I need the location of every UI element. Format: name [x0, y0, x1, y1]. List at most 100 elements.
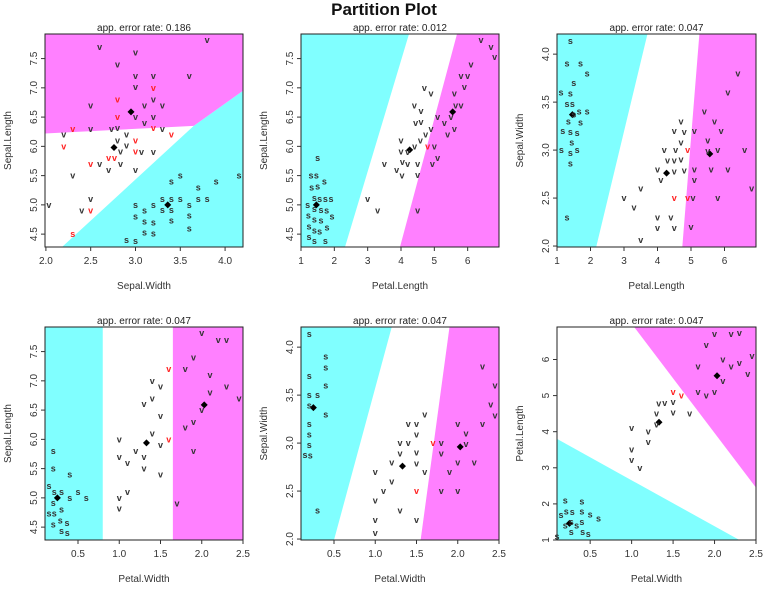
data-point: v	[199, 405, 204, 415]
data-point: s	[579, 507, 584, 517]
x-tick-label: 1.5	[154, 549, 168, 560]
data-point: s	[312, 225, 317, 235]
y-tick-label: 5.5	[285, 168, 296, 182]
data-point: v	[488, 400, 493, 410]
class-mean-marker	[53, 494, 61, 502]
data-point: v	[695, 362, 700, 372]
data-point: s	[52, 487, 57, 497]
data-point: v	[414, 515, 419, 525]
region-v2	[172, 327, 243, 540]
data-point: v	[638, 183, 643, 193]
data-point: v	[422, 467, 427, 477]
data-point: s	[142, 206, 147, 216]
x-axis-label: Sepal.Width	[117, 281, 171, 292]
data-point: s	[568, 89, 573, 99]
data-point: v	[151, 123, 156, 133]
data-point: s	[46, 481, 51, 491]
data-point: s	[318, 216, 323, 226]
data-point: v	[712, 116, 717, 126]
class-mean-marker	[142, 439, 150, 447]
data-point: v	[382, 159, 387, 169]
y-tick-label: 5.5	[29, 168, 40, 182]
data-point: v	[142, 118, 147, 128]
data-point: v	[682, 165, 687, 175]
data-point: s	[315, 505, 320, 515]
data-point: v	[158, 440, 163, 450]
data-point: s	[187, 223, 192, 233]
y-tick-label: 6.0	[29, 139, 40, 153]
class-mean-marker	[449, 108, 457, 116]
y-axis-label: Petal.Length	[515, 405, 526, 461]
x-tick-label: 1.0	[625, 549, 639, 560]
class-mean-marker	[456, 443, 464, 451]
data-point: v	[428, 89, 433, 99]
data-point: v	[191, 352, 196, 362]
x-tick-label: 3	[621, 256, 627, 267]
data-point: s	[585, 107, 590, 117]
data-point: s	[133, 236, 138, 246]
class-mean-marker	[565, 519, 573, 527]
data-point: v	[452, 89, 457, 99]
data-point: s	[574, 521, 579, 531]
data-point: s	[323, 194, 328, 204]
data-point: v	[141, 399, 146, 409]
data-point: v	[150, 429, 155, 439]
data-point: v	[671, 407, 676, 417]
x-tick-label: 1.5	[666, 549, 680, 560]
data-point: v	[655, 164, 660, 174]
data-point: s	[308, 171, 313, 181]
data-point: s	[323, 409, 328, 419]
y-tick-label: 7.5	[29, 344, 40, 358]
y-tick-label: 7.0	[29, 80, 40, 94]
data-point: v	[133, 146, 138, 156]
data-point: v	[397, 449, 402, 459]
data-point: s	[569, 527, 574, 537]
region-v2	[400, 34, 499, 247]
class-mean-marker	[713, 372, 721, 380]
data-point: v	[151, 112, 156, 122]
data-point: s	[67, 469, 72, 479]
data-point: s	[563, 496, 568, 506]
data-point: v	[405, 147, 410, 157]
data-point: s	[187, 211, 192, 221]
data-point: v	[735, 68, 740, 78]
data-point: v	[109, 124, 114, 134]
data-point: v	[462, 82, 467, 92]
data-point: s	[59, 505, 64, 515]
data-point: s	[328, 194, 333, 204]
x-axis-label: Petal.Length	[628, 281, 684, 292]
data-point: v	[70, 171, 75, 181]
data-point: v	[656, 398, 661, 408]
y-tick-label: 2.0	[285, 532, 296, 546]
x-tick-label: 5	[432, 256, 438, 267]
data-point: v	[124, 130, 129, 140]
data-point: v	[468, 59, 473, 69]
y-tick-label: 5	[541, 392, 552, 398]
data-point: v	[79, 206, 84, 216]
x-tick-label: 1	[298, 256, 304, 267]
data-point: s	[568, 159, 573, 169]
y-axis-label: Sepal.Width	[259, 407, 270, 461]
region-s	[62, 90, 243, 247]
x-tick-label: 6	[465, 256, 471, 267]
x-tick-label: 2	[332, 256, 338, 267]
data-point: v	[720, 354, 725, 364]
data-point: v	[88, 124, 93, 134]
y-tick-label: 4	[541, 428, 552, 434]
class-mean-marker	[309, 404, 317, 412]
data-point: v	[381, 486, 386, 496]
data-point: v	[117, 452, 122, 462]
data-point: v	[432, 141, 437, 151]
data-point: v	[88, 206, 93, 216]
data-point: v	[439, 449, 444, 459]
class-mean-marker	[655, 418, 663, 426]
y-tick-label: 3	[541, 465, 552, 471]
data-point: v	[115, 123, 120, 133]
data-point: s	[306, 211, 311, 221]
region-v2	[634, 327, 756, 488]
chart-title: Partition Plot	[331, 0, 437, 19]
data-point: v	[133, 165, 138, 175]
data-point: v	[191, 417, 196, 427]
